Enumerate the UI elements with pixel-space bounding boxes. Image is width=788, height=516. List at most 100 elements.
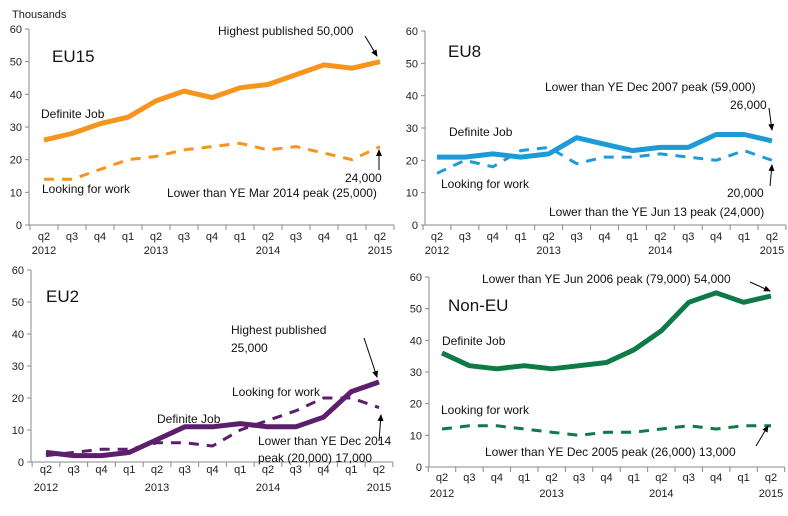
y-tick-label: 30 [410, 367, 422, 379]
x-tick-label: q4 [318, 231, 330, 243]
x-tick-label: q2 [543, 231, 555, 243]
panel-title: EU2 [46, 287, 79, 306]
annotation: Lower than the YE Jun 13 peak (24,000) [549, 205, 764, 219]
x-year-label: 2012 [32, 245, 56, 257]
x-tick-label: q1 [628, 472, 640, 484]
x-tick-label: q3 [178, 231, 190, 243]
x-tick-label: q1 [518, 472, 530, 484]
x-tick-label: q3 [290, 464, 302, 476]
x-tick-label: q1 [626, 231, 638, 243]
y-tick-label: 50 [406, 58, 418, 70]
x-year-label: 2015 [760, 245, 784, 257]
y-tick-label: 60 [406, 26, 418, 38]
panel-non-eu: 0 10 20 30 40 50 60 q2 q3 q4 q1 q2 q3 q4 q1 q2 q3 q4 q1 q2 2… [410, 272, 786, 500]
x-tick-label: q3 [682, 231, 694, 243]
x-year-label: 2015 [759, 488, 783, 500]
x-tick-label: q4 [317, 464, 329, 476]
annotation: Lower than YE Mar 2014 peak (25,000) [167, 186, 377, 200]
y-tick-label: 10 [12, 425, 24, 437]
y-tick-label: 0 [18, 457, 24, 469]
x-tick-label: q2 [38, 231, 50, 243]
y-tick-label: 10 [406, 188, 418, 200]
panel-eu8: 0 10 20 30 40 50 60 q2 q3 q4 q1 q2 q3 q4 q1 q2 q3 q4 q1 q2 2… [406, 26, 787, 257]
x-tick-label: q1 [738, 231, 750, 243]
x-tick-label: q2 [151, 464, 163, 476]
annotation: Lower than YE Dec 2005 peak (26,000) 13,… [485, 445, 736, 459]
y-tick-label: 30 [12, 361, 24, 373]
x-year-label: 2015 [368, 245, 392, 257]
x-tick-label: q4 [600, 472, 612, 484]
x-tick-label: q1 [234, 464, 246, 476]
annotation: 20,000 [727, 186, 764, 200]
y-tick-label: 10 [10, 187, 22, 199]
y-tick-label: 0 [416, 462, 422, 474]
series-label: Looking for work [441, 403, 530, 417]
y-tick-label: 40 [410, 335, 422, 347]
x-year-label: 2014 [256, 245, 280, 257]
y-axis-label: Thousands [12, 9, 67, 21]
y-tick-label: 20 [10, 155, 22, 167]
x-tick-label: q2 [654, 231, 666, 243]
series-label: Definite Job [449, 125, 513, 139]
y-tick-label: 40 [12, 329, 24, 341]
x-tick-label: q3 [290, 231, 302, 243]
y-tick-label: 20 [12, 393, 24, 405]
annotation-arrow [768, 107, 775, 131]
annotation-arrow [377, 414, 384, 442]
x-tick-label: q3 [570, 231, 582, 243]
x-tick-label: q2 [765, 472, 777, 484]
x-tick-label: q3 [463, 472, 475, 484]
annotation-arrow [363, 337, 378, 378]
annotation-arrow [768, 164, 775, 187]
x-tick-label: q4 [95, 464, 107, 476]
x-tick-label: q4 [206, 231, 218, 243]
x-tick-label: q2 [262, 231, 274, 243]
y-tick-label: 20 [406, 155, 418, 167]
series-label: Looking for work [441, 177, 530, 191]
y-tick-label: 50 [12, 297, 24, 309]
x-year-label: 2013 [145, 482, 169, 494]
panel-title: EU8 [448, 42, 481, 61]
x-year-label: 2012 [425, 245, 449, 257]
x-tick-label: q3 [459, 231, 471, 243]
y-tick-label: 60 [12, 265, 24, 277]
series-label: Definite Job [41, 107, 105, 121]
x-tick-label: q2 [150, 231, 162, 243]
x-year-label: 2014 [648, 245, 672, 257]
x-year-label: 2014 [256, 482, 280, 494]
x-tick-label: q1 [515, 231, 527, 243]
y-tick-label: 60 [10, 24, 22, 36]
annotation-arrow [364, 35, 378, 57]
x-tick-label: q1 [122, 231, 134, 243]
x-tick-label: q2 [436, 472, 448, 484]
annotation: Lower than YE Jun 2006 peak (79,000) 54,… [482, 272, 731, 286]
x-tick-label: q3 [573, 472, 585, 484]
x-tick-label: q4 [710, 231, 722, 243]
y-tick-label: 20 [410, 399, 422, 411]
x-tick-label: q4 [487, 231, 499, 243]
x-tick-label: q1 [123, 464, 135, 476]
panel-title: EU15 [52, 47, 95, 66]
series-line-looking-for-work [44, 141, 381, 181]
x-year-label: 2013 [144, 245, 168, 257]
x-tick-label: q4 [710, 472, 722, 484]
x-tick-label: q3 [179, 464, 191, 476]
series-label: Definite Job [442, 334, 506, 348]
x-tick-label: q4 [598, 231, 610, 243]
x-year-label: 2013 [539, 488, 563, 500]
annotation: Highest published [231, 323, 326, 337]
annotation: 25,000 [231, 341, 268, 355]
x-tick-label: q3 [68, 464, 80, 476]
annotation: Lower than YE Dec 2007 peak (59,000) [545, 80, 756, 94]
x-tick-label: q2 [374, 231, 386, 243]
series-line-definite-job [43, 59, 381, 143]
x-year-label: 2012 [34, 482, 58, 494]
series-label: Looking for work [232, 385, 321, 399]
x-year-label: 2015 [367, 482, 391, 494]
y-tick-label: 40 [10, 89, 22, 101]
x-tick-label: q2 [766, 231, 778, 243]
y-tick-label: 40 [406, 91, 418, 103]
x-tick-label: q4 [491, 472, 503, 484]
annotation: Highest published 50,000 [218, 24, 354, 38]
